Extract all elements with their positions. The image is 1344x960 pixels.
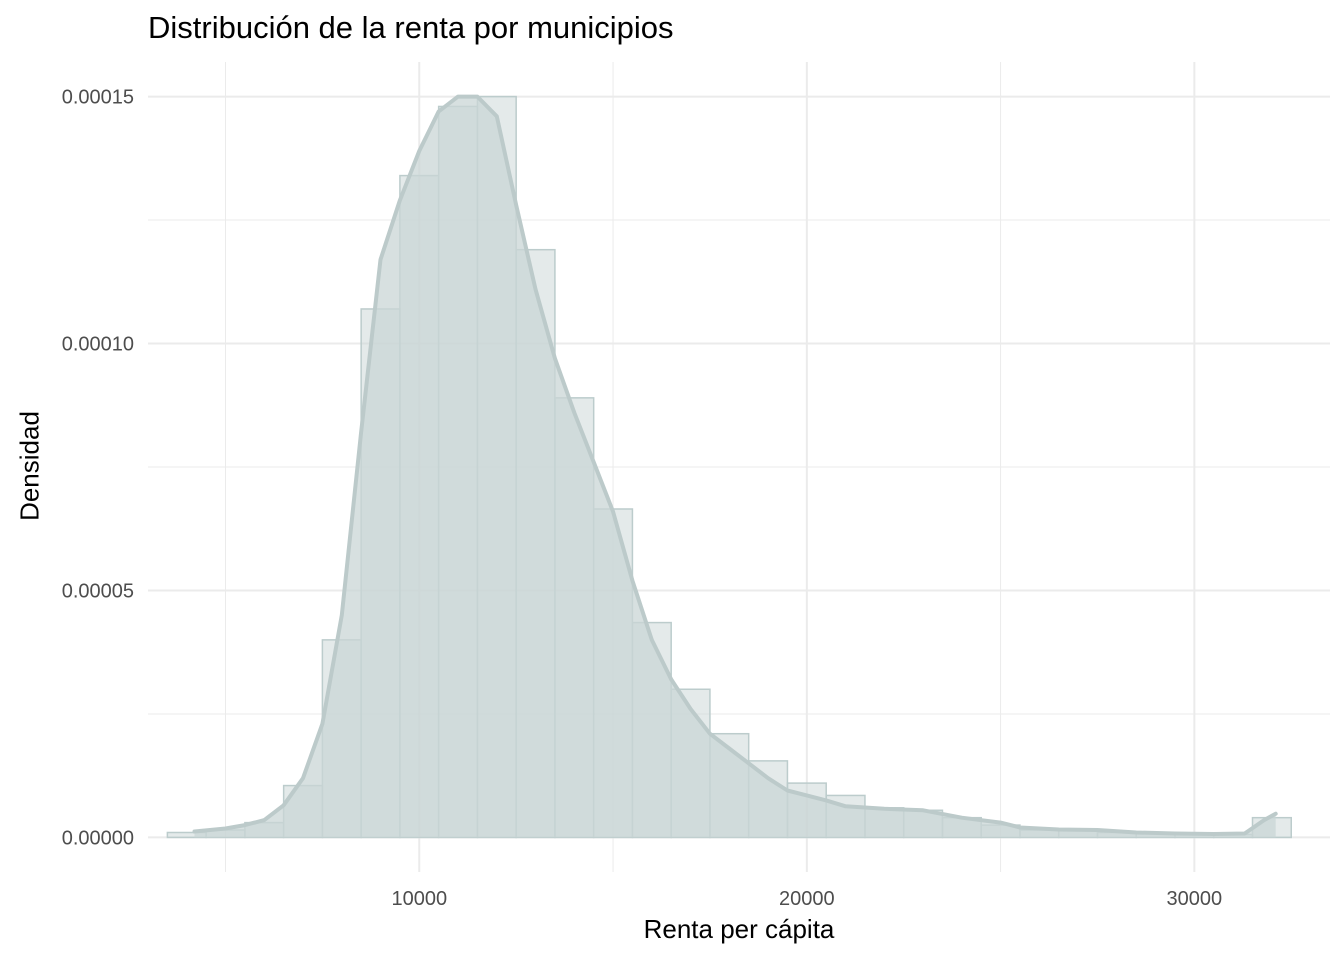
x-tick-label: 30000 xyxy=(1167,888,1223,910)
y-axis-label: Densidad xyxy=(14,411,45,521)
y-tick-label: 0.00015 xyxy=(62,87,134,109)
y-tick-label: 0.00000 xyxy=(62,827,134,849)
y-tick-label: 0.00005 xyxy=(62,580,134,602)
density-area xyxy=(194,96,1276,838)
x-tick-label: 20000 xyxy=(779,888,835,910)
y-tick-label: 0.00010 xyxy=(62,334,134,356)
x-axis-ticks: 10000 20000 30000 xyxy=(391,888,1222,910)
density-curve xyxy=(192,94,1278,838)
x-axis-label: Renta per cápita xyxy=(643,914,835,944)
chart-title: Distribución de la renta por municipios xyxy=(148,10,674,45)
x-tick-label: 10000 xyxy=(391,888,447,910)
y-axis-ticks: 0.00000 0.00005 0.00010 0.00015 xyxy=(62,87,134,850)
density-line xyxy=(192,94,1278,836)
